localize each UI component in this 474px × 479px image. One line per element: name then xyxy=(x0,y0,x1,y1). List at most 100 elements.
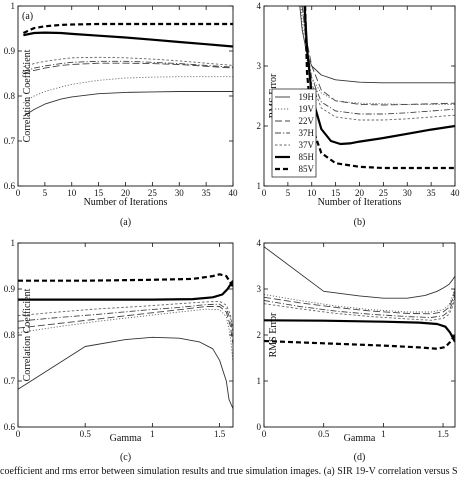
panel-label: (c) xyxy=(120,452,131,463)
legend-label-37v: 37V xyxy=(299,140,315,150)
y-tick-label: 1 xyxy=(257,376,262,386)
legend-label-37h: 37H xyxy=(299,128,315,138)
x-tick-label: 25 xyxy=(148,188,158,198)
x-tick-label: 20 xyxy=(121,188,131,198)
y-axis-label: Correlation Coefficient xyxy=(22,288,33,381)
series-group xyxy=(299,6,455,170)
plot-frame xyxy=(17,242,234,428)
x-axis-label: Number of Iterations xyxy=(318,197,402,208)
y-tick-label: 0.9 xyxy=(4,284,16,294)
legend-label-85h: 85H xyxy=(299,152,315,162)
panel-a: 0 5 10 15 20 25 30 35 40 0.6 0.7 0.8 0.9 1 Number of I… xyxy=(4,1,238,228)
series-group xyxy=(18,273,233,409)
panel-label: (d) xyxy=(354,452,366,463)
series-line-37v xyxy=(23,56,233,68)
plot-frame xyxy=(263,242,456,428)
x-tick-label: 15 xyxy=(331,188,341,198)
series-line-37h xyxy=(18,303,233,336)
series-line-19h xyxy=(299,6,455,84)
y-tick-label: 2 xyxy=(257,121,262,131)
series-line-19h xyxy=(264,246,455,299)
x-tick-label: 35 xyxy=(202,188,212,198)
x-tick-label: 0 xyxy=(16,429,21,439)
x-tick-label: 40 xyxy=(451,188,461,198)
x-tick-label: 5 xyxy=(286,188,291,198)
y-tick-label: 4 xyxy=(257,1,262,11)
legend-label-85v: 85V xyxy=(299,164,315,174)
panel-label: (a) xyxy=(120,217,131,228)
x-tick-label: 30 xyxy=(403,188,413,198)
series-line-22v xyxy=(23,62,233,74)
x-tick-label: 1 xyxy=(150,429,155,439)
figure-caption: coefficient and rms error between simula… xyxy=(0,466,458,477)
series-line-37h xyxy=(23,60,233,72)
legend: 19H 19V 22V 37H 37V 85H 85V xyxy=(271,88,317,178)
y-tick-label: 1 xyxy=(11,1,16,11)
x-tick-label: 1.5 xyxy=(214,429,226,439)
series-line-37v xyxy=(264,297,455,321)
series-line-37h xyxy=(264,293,455,318)
legend-label-19h: 19H xyxy=(299,92,315,102)
x-tick-label: 1 xyxy=(381,429,386,439)
legend-label-19v: 19V xyxy=(299,104,315,114)
x-axis-label: Gamma xyxy=(110,433,142,444)
y-tick-label: 0.6 xyxy=(4,181,16,191)
y-axis-label: RMS Error xyxy=(268,312,279,357)
series-line-85h xyxy=(18,280,233,301)
panel-c: 0 0.5 1 1.5 0.6 0.7 0.8 0.9 1 Gamma Correlation Co… xyxy=(4,238,234,463)
x-tick-label: 0.5 xyxy=(80,429,92,439)
y-tick-label: 1 xyxy=(11,238,16,248)
panel-corner-label: (a) xyxy=(22,11,33,22)
series-line-85h xyxy=(23,31,233,48)
series-line-19v xyxy=(300,6,455,105)
x-tick-label: 0 xyxy=(16,188,21,198)
y-tick-label: 0.7 xyxy=(4,136,16,146)
series-line-19v xyxy=(23,76,233,104)
series-line-85v xyxy=(18,273,233,288)
y-tick-label: 0.8 xyxy=(4,330,16,340)
panel-label: (b) xyxy=(354,217,366,228)
series-line-85h xyxy=(264,319,455,343)
y-tick-label: 3 xyxy=(257,284,262,294)
x-tick-label: 0 xyxy=(262,429,267,439)
series-group xyxy=(22,22,233,117)
y-tick-label: 3 xyxy=(257,61,262,71)
series-line-85v xyxy=(264,334,455,350)
series-line-19v xyxy=(18,308,233,363)
x-axis-label: Gamma xyxy=(344,433,376,444)
y-tick-label: 0 xyxy=(257,422,262,432)
series-line-19h xyxy=(23,91,233,117)
x-tick-label: 40 xyxy=(229,188,239,198)
y-tick-label: 2 xyxy=(257,330,262,340)
panel-b: 0 5 10 15 20 25 30 35 40 1 2 3 4 Number of Iterations… xyxy=(257,1,461,228)
y-tick-label: 0.9 xyxy=(4,46,16,56)
x-tick-label: 10 xyxy=(307,188,317,198)
y-tick-label: 0.8 xyxy=(4,91,16,101)
x-tick-label: 1.5 xyxy=(437,429,449,439)
x-tick-label: 30 xyxy=(175,188,185,198)
x-tick-label: 35 xyxy=(427,188,437,198)
legend-label-22v: 22V xyxy=(299,116,315,126)
series-line-22v xyxy=(264,289,455,315)
series-line-85v xyxy=(304,6,455,170)
series-line-85v xyxy=(22,22,233,35)
y-tick-label: 0.6 xyxy=(4,422,16,432)
x-tick-label: 0.5 xyxy=(318,429,330,439)
series-line-37h xyxy=(301,6,455,115)
series-line-22v xyxy=(301,6,455,106)
series-line-37v xyxy=(301,6,455,121)
x-tick-label: 0 xyxy=(262,188,267,198)
series-line-19h xyxy=(18,336,233,409)
y-tick-label: 0.7 xyxy=(4,376,16,386)
x-tick-label: 5 xyxy=(43,188,48,198)
x-axis-label: Number of Iterations xyxy=(84,197,168,208)
series-line-85h xyxy=(303,6,455,146)
y-tick-label: 4 xyxy=(257,238,262,248)
series-line-22v xyxy=(18,306,233,345)
x-tick-label: 20 xyxy=(355,188,365,198)
x-tick-label: 25 xyxy=(379,188,389,198)
x-tick-label: 15 xyxy=(94,188,104,198)
series-line-19v xyxy=(264,286,455,313)
y-axis-label: Correlation Coefficient xyxy=(22,49,33,142)
